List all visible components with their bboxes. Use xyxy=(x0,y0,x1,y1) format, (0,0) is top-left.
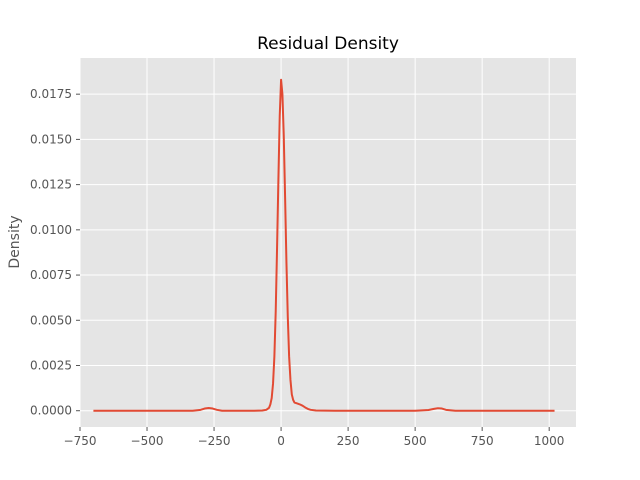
plot-area xyxy=(80,58,576,427)
density-line xyxy=(93,78,555,412)
x-tick-label: 250 xyxy=(337,434,360,448)
y-tick-label: 0.0100 xyxy=(30,223,72,237)
y-tick-label: 0.0150 xyxy=(30,132,72,146)
x-tick-label: −250 xyxy=(198,434,231,448)
x-tick-label: 500 xyxy=(404,434,427,448)
y-axis: 0.0000 0.0025 0.0050 0.0075 0.0100 0.0125 0.01… xyxy=(30,87,80,418)
y-tick-label: 0.0075 xyxy=(30,268,72,282)
x-axis: −750 −500 −250 0 250 500 750 1000 xyxy=(64,427,565,448)
y-axis-label: Density xyxy=(7,215,23,268)
series-layer xyxy=(93,78,555,412)
y-tick-label: 0.0175 xyxy=(30,87,72,101)
y-tick-label: 0.0025 xyxy=(30,359,72,373)
y-tick-label: 0.0125 xyxy=(30,178,72,192)
x-tick-label: −500 xyxy=(131,434,164,448)
chart-title: Residual Density xyxy=(257,34,399,54)
x-tick-label: 750 xyxy=(471,434,494,448)
x-tick-label: 0 xyxy=(277,434,285,448)
x-tick-label: −750 xyxy=(64,434,97,448)
y-tick-label: 0.0000 xyxy=(30,404,72,418)
grid xyxy=(79,58,576,427)
x-tick-label: 1000 xyxy=(534,434,565,448)
y-tick-label: 0.0050 xyxy=(30,313,72,327)
